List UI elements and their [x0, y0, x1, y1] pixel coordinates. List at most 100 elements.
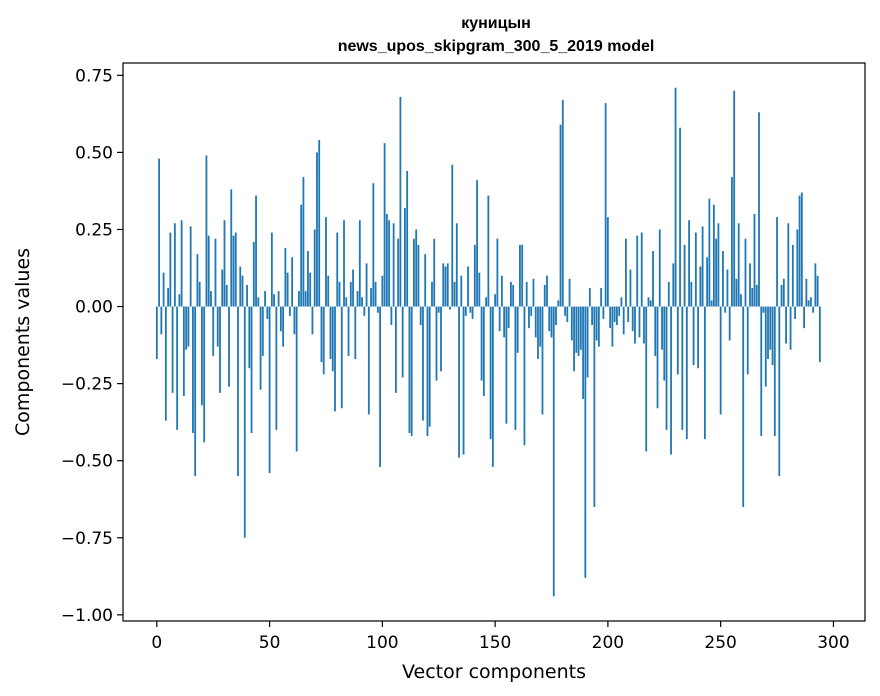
bar [343, 220, 345, 307]
bar [397, 238, 400, 307]
chart-title: куницын [461, 15, 531, 32]
bar [171, 306, 174, 393]
bar [313, 229, 316, 307]
bar [198, 281, 201, 307]
bar [180, 220, 183, 307]
bar [505, 306, 508, 424]
bar [325, 217, 327, 307]
y-tick-label: 0.25 [75, 220, 113, 240]
bars-group [155, 87, 821, 597]
bar [293, 306, 296, 335]
bar [507, 306, 510, 329]
bar [800, 192, 803, 307]
bar [237, 306, 239, 477]
bar [228, 306, 230, 387]
bar [352, 269, 354, 307]
bar [645, 306, 648, 452]
bar [764, 306, 767, 387]
bar [194, 306, 197, 477]
bar [676, 306, 679, 375]
bar [597, 306, 600, 347]
bar [564, 306, 566, 316]
bar [683, 244, 686, 307]
bar [681, 306, 684, 430]
bar [246, 284, 248, 307]
bar [699, 266, 702, 307]
bar [275, 306, 278, 430]
bar [300, 204, 303, 307]
bar [216, 306, 219, 347]
bar [182, 306, 185, 396]
bar [230, 189, 233, 307]
bar [354, 306, 357, 359]
bar [284, 247, 287, 307]
bar [257, 297, 260, 307]
chart-subtitle: news_upos_skipgram_300_5_2019 model [338, 38, 655, 55]
bar [329, 306, 332, 359]
bar [385, 214, 388, 307]
y-tick-label: −0.25 [61, 375, 113, 395]
bar [550, 306, 553, 338]
bar [291, 257, 294, 307]
bar [473, 244, 476, 307]
bar [268, 306, 271, 474]
bar [658, 229, 661, 307]
bar [316, 152, 318, 307]
bar [320, 306, 323, 363]
y-tick-label: −0.75 [61, 529, 113, 549]
bar [600, 288, 603, 307]
bar [631, 306, 634, 332]
bar [710, 300, 713, 307]
bar [561, 99, 564, 307]
bar [392, 223, 395, 307]
bar [534, 306, 537, 338]
x-tick-label: 0 [151, 633, 162, 653]
plot-frame [122, 62, 866, 622]
x-tick-label: 200 [592, 633, 624, 653]
bar [606, 217, 609, 307]
bar [426, 306, 429, 437]
bar [302, 177, 305, 307]
bar [413, 238, 415, 307]
bar [532, 278, 535, 307]
bar [243, 306, 246, 538]
y-tick-label: −1.00 [61, 606, 113, 626]
bar [370, 288, 372, 307]
bar [288, 306, 291, 316]
bar [649, 300, 652, 307]
bar [433, 238, 436, 307]
bar [250, 306, 253, 433]
bar [277, 291, 280, 307]
bar [796, 229, 799, 307]
bar [192, 306, 194, 433]
bar [652, 251, 654, 307]
bar [712, 204, 715, 307]
bar [503, 306, 506, 338]
bar [787, 223, 790, 307]
bar [773, 306, 776, 437]
x-tick-label: 100 [366, 633, 398, 653]
bar [737, 223, 740, 307]
bar [255, 195, 257, 307]
bar [627, 306, 630, 322]
bar [164, 306, 167, 421]
bar [361, 297, 363, 307]
bar [809, 297, 812, 307]
bar [476, 180, 478, 307]
bar [449, 306, 451, 310]
bar [487, 195, 490, 307]
bar [753, 214, 756, 307]
bar [735, 278, 738, 307]
bar [523, 306, 526, 446]
bar [629, 269, 632, 307]
bar [519, 244, 521, 307]
bar [462, 306, 465, 455]
bar [214, 238, 217, 307]
bar [776, 217, 778, 307]
bar [742, 306, 745, 507]
bar [356, 291, 359, 307]
bar [528, 306, 530, 329]
y-tick-label: 0.50 [75, 143, 113, 163]
bar [458, 306, 460, 458]
bar [577, 306, 580, 356]
